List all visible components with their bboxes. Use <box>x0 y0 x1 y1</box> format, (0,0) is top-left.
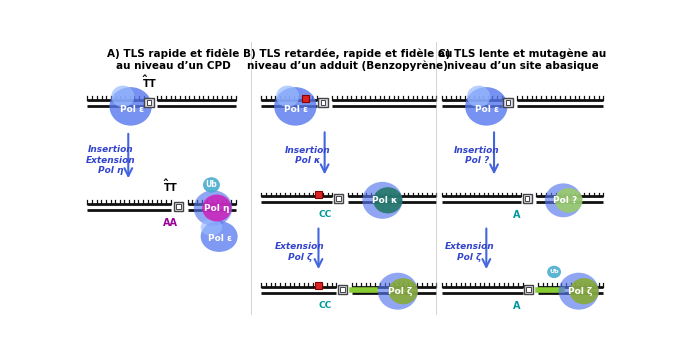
Text: Insertion
Pol ?: Insertion Pol ? <box>454 146 500 165</box>
FancyBboxPatch shape <box>524 285 533 294</box>
FancyBboxPatch shape <box>522 194 532 204</box>
Text: Pol ζ: Pol ζ <box>568 287 592 296</box>
Ellipse shape <box>203 177 220 193</box>
Ellipse shape <box>467 86 490 107</box>
Ellipse shape <box>201 219 222 236</box>
Text: A) TLS rapide et fidèle
au niveau d’un CPD: A) TLS rapide et fidèle au niveau d’un C… <box>106 48 239 71</box>
Text: Pol ?: Pol ? <box>553 196 577 205</box>
Text: Pol κ: Pol κ <box>372 196 398 205</box>
Text: Pol ε: Pol ε <box>208 234 232 242</box>
Ellipse shape <box>373 187 402 213</box>
FancyBboxPatch shape <box>334 194 343 204</box>
Text: Pol ε: Pol ε <box>475 105 499 114</box>
Ellipse shape <box>201 221 238 252</box>
Ellipse shape <box>193 190 233 226</box>
FancyBboxPatch shape <box>321 100 326 105</box>
FancyBboxPatch shape <box>315 192 322 198</box>
Text: A: A <box>514 210 521 220</box>
Text: Pol η: Pol η <box>204 204 230 212</box>
FancyBboxPatch shape <box>336 196 341 201</box>
Ellipse shape <box>545 183 582 217</box>
Ellipse shape <box>109 87 152 126</box>
Ellipse shape <box>276 86 299 107</box>
Text: CC: CC <box>318 301 331 310</box>
Ellipse shape <box>111 86 134 107</box>
Ellipse shape <box>465 87 508 126</box>
FancyBboxPatch shape <box>525 196 530 201</box>
Text: Extension
Pol ζ: Extension Pol ζ <box>445 242 494 262</box>
Text: AA: AA <box>163 218 178 228</box>
Text: C) TLS lente et mutagène au
niveau d’un site abasique: C) TLS lente et mutagène au niveau d’un … <box>438 48 607 71</box>
FancyBboxPatch shape <box>319 98 328 107</box>
Text: Ub: Ub <box>549 269 559 274</box>
Ellipse shape <box>570 278 599 304</box>
FancyBboxPatch shape <box>315 282 322 289</box>
FancyBboxPatch shape <box>176 204 181 209</box>
FancyBboxPatch shape <box>526 287 531 292</box>
Text: B) TLS retardée, rapide et fidèle au
niveau d’un adduit (Benzopyrène): B) TLS retardée, rapide et fidèle au niv… <box>243 48 452 72</box>
FancyBboxPatch shape <box>503 98 512 107</box>
Ellipse shape <box>388 278 418 304</box>
Text: Pol ε: Pol ε <box>120 105 144 114</box>
FancyBboxPatch shape <box>340 287 344 292</box>
Ellipse shape <box>363 182 402 219</box>
Ellipse shape <box>202 195 231 222</box>
Text: CC: CC <box>318 210 331 219</box>
Text: TT: TT <box>143 79 157 90</box>
FancyBboxPatch shape <box>144 98 154 107</box>
Ellipse shape <box>559 273 599 310</box>
FancyBboxPatch shape <box>338 285 347 294</box>
Text: Insertion
Pol κ: Insertion Pol κ <box>285 146 330 165</box>
Ellipse shape <box>377 273 418 310</box>
Ellipse shape <box>274 87 317 126</box>
Text: A: A <box>514 301 521 311</box>
FancyBboxPatch shape <box>174 202 183 211</box>
Text: Extension
Pol ζ: Extension Pol ζ <box>275 242 325 262</box>
Text: TT: TT <box>164 183 177 193</box>
Text: Pol ε: Pol ε <box>284 105 308 114</box>
FancyBboxPatch shape <box>302 95 309 102</box>
FancyBboxPatch shape <box>147 100 152 105</box>
Text: Ub: Ub <box>206 181 217 189</box>
Ellipse shape <box>547 266 561 278</box>
FancyBboxPatch shape <box>506 100 510 105</box>
Text: Insertion
Extension
Pol η: Insertion Extension Pol η <box>86 145 135 175</box>
Ellipse shape <box>555 188 582 213</box>
Text: Pol ζ: Pol ζ <box>388 287 412 296</box>
